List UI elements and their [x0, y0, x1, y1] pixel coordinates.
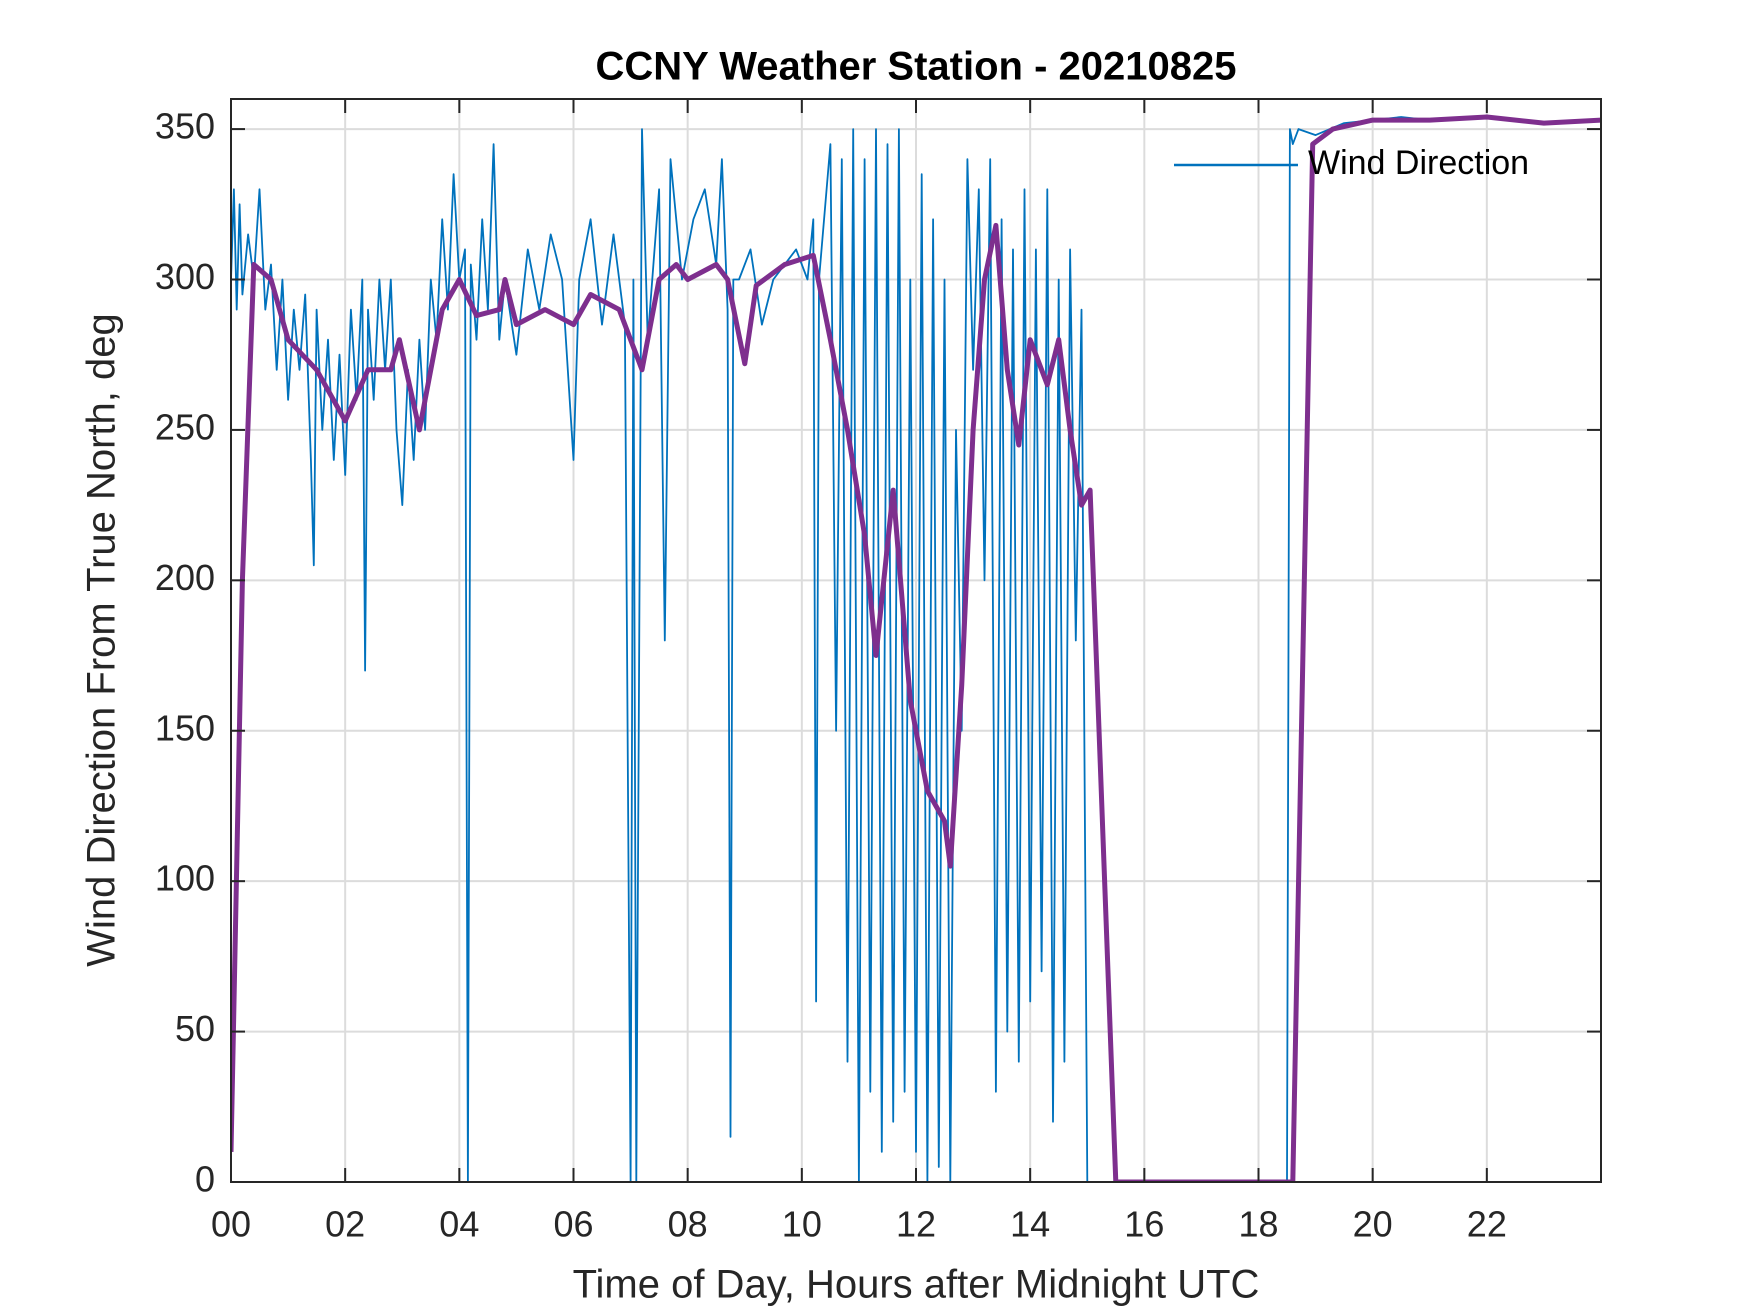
x-tick-label: 00 — [211, 1204, 251, 1245]
y-tick-label: 50 — [175, 1008, 215, 1049]
y-tick-label: 200 — [155, 557, 215, 598]
legend-label: Wind Direction — [1308, 144, 1529, 182]
y-tick-label: 0 — [195, 1159, 215, 1200]
y-tick-label: 150 — [155, 707, 215, 748]
x-tick-label: 08 — [668, 1204, 708, 1245]
x-tick-label: 20 — [1353, 1204, 1393, 1245]
y-tick-label: 100 — [155, 858, 215, 899]
x-tick-label: 06 — [553, 1204, 593, 1245]
chart-title: CCNY Weather Station - 20210825 — [596, 45, 1237, 89]
y-axis-label: Wind Direction From True North, deg — [80, 313, 124, 967]
y-tick-label: 250 — [155, 406, 215, 447]
x-tick-label: 04 — [439, 1204, 479, 1245]
x-axis-label: Time of Day, Hours after Midnight UTC — [573, 1263, 1260, 1307]
x-tick-label: 12 — [896, 1204, 936, 1245]
x-tick-label: 22 — [1467, 1204, 1507, 1245]
x-tick-label: 16 — [1124, 1204, 1164, 1245]
smoothed-line — [231, 114, 1601, 1182]
y-tick-label: 300 — [155, 256, 215, 297]
y-tick-label: 350 — [155, 106, 215, 147]
x-tick-label: 14 — [1010, 1204, 1050, 1245]
x-tick-label: 02 — [325, 1204, 365, 1245]
x-tick-label: 18 — [1238, 1204, 1278, 1245]
x-tick-label: 10 — [782, 1204, 822, 1245]
